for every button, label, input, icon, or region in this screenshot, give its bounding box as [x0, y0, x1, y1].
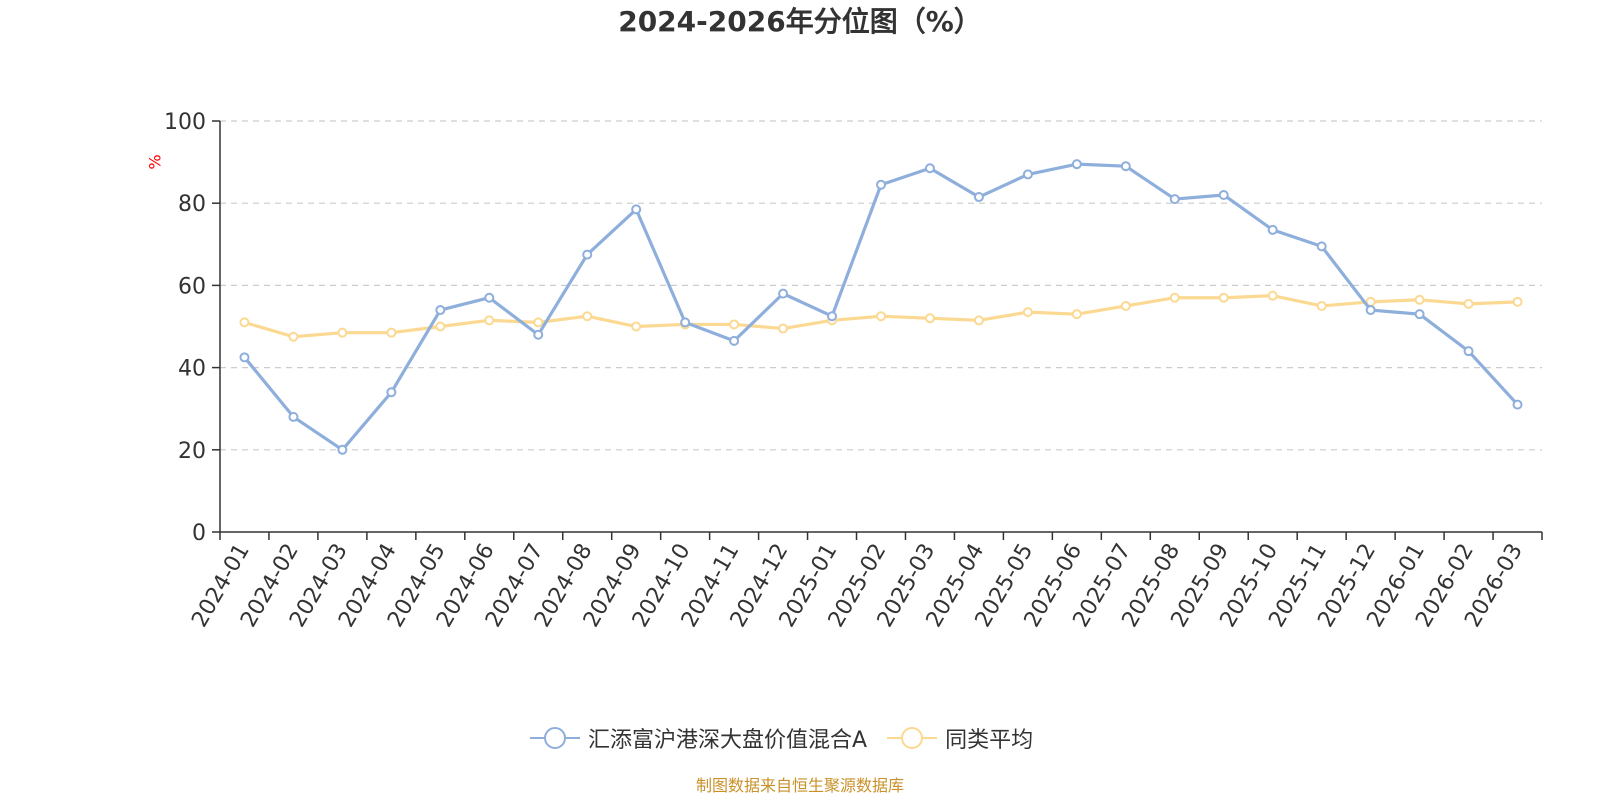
legend-item-fund[interactable]: 汇添富沪港深大盘价值混合A: [530, 722, 867, 754]
y-tick-label: 20: [178, 439, 206, 464]
legend-item-average[interactable]: 同类平均: [887, 722, 1033, 754]
data-point-series-0[interactable]: [1414, 309, 1425, 320]
data-point-series-0[interactable]: [533, 329, 544, 340]
data-point-series-0[interactable]: [1512, 399, 1523, 410]
data-point-series-0[interactable]: [582, 249, 593, 260]
data-point-series-1[interactable]: [1267, 290, 1278, 301]
data-point-series-1[interactable]: [924, 313, 935, 324]
data-point-series-0[interactable]: [1120, 161, 1131, 172]
legend: 汇添富沪港深大盘价值混合A 同类平均: [530, 722, 1053, 754]
data-point-series-0[interactable]: [1218, 189, 1229, 200]
data-point-series-0[interactable]: [435, 305, 446, 316]
data-point-series-1[interactable]: [1071, 309, 1082, 320]
data-point-series-0[interactable]: [680, 317, 691, 328]
y-axis-label: %: [146, 154, 165, 169]
chart-title: 2024-2026年分位图（%）: [618, 5, 982, 38]
data-point-series-0[interactable]: [1267, 224, 1278, 235]
legend-fund-label: 汇添富沪港深大盘价值混合A: [588, 728, 868, 753]
data-point-series-1[interactable]: [288, 331, 299, 342]
y-tick-label: 80: [178, 192, 206, 217]
data-point-series-1[interactable]: [1022, 307, 1033, 318]
y-tick-label: 100: [164, 110, 206, 135]
data-point-series-0[interactable]: [1463, 346, 1474, 357]
grid-lines: [220, 120, 1542, 451]
data-point-series-1[interactable]: [778, 323, 789, 334]
data-point-series-0[interactable]: [631, 204, 642, 215]
data-point-series-1[interactable]: [1512, 296, 1523, 307]
data-point-series-0[interactable]: [876, 179, 886, 190]
legend-fund-symbol-icon: [530, 727, 580, 749]
y-tick-label: 60: [178, 274, 206, 299]
source-note: 制图数据来自恒生聚源数据库: [695, 776, 904, 795]
data-point-series-1[interactable]: [1169, 292, 1180, 303]
axes: % 0204060801002024-012024-022024-032024-…: [146, 110, 1543, 632]
data-point-series-0[interactable]: [778, 288, 789, 299]
legend-average-symbol-icon: [887, 727, 938, 749]
series-lines: [239, 159, 1523, 455]
data-point-series-1[interactable]: [582, 311, 593, 322]
data-point-series-0[interactable]: [1316, 241, 1327, 252]
data-point-series-1[interactable]: [1218, 292, 1229, 303]
data-point-series-1[interactable]: [337, 327, 348, 338]
data-point-series-0[interactable]: [239, 352, 250, 363]
data-point-series-0[interactable]: [1169, 194, 1180, 205]
data-point-series-1[interactable]: [973, 315, 984, 326]
data-point-series-1[interactable]: [435, 321, 446, 332]
data-point-series-0[interactable]: [973, 192, 984, 203]
data-point-series-1[interactable]: [1316, 300, 1327, 311]
y-tick-label: 40: [178, 357, 206, 382]
data-point-series-0[interactable]: [924, 163, 935, 174]
data-point-series-0[interactable]: [827, 311, 838, 322]
data-point-series-1[interactable]: [729, 319, 740, 330]
data-point-series-0[interactable]: [729, 335, 740, 346]
data-point-series-1[interactable]: [631, 321, 642, 332]
data-point-series-0[interactable]: [1071, 159, 1082, 170]
data-point-series-0[interactable]: [337, 444, 348, 455]
data-point-series-1[interactable]: [1120, 300, 1131, 311]
legend-average-label: 同类平均: [945, 728, 1034, 753]
data-point-series-0[interactable]: [288, 411, 299, 422]
data-point-series-1[interactable]: [1414, 294, 1425, 305]
data-point-series-0[interactable]: [386, 387, 397, 398]
data-point-series-1[interactable]: [386, 327, 397, 338]
data-point-series-0[interactable]: [484, 292, 495, 303]
data-point-series-0[interactable]: [1022, 169, 1033, 180]
data-point-series-1[interactable]: [239, 317, 250, 328]
data-point-series-1[interactable]: [484, 315, 495, 326]
data-point-series-1[interactable]: [533, 317, 544, 328]
y-tick-label: 0: [192, 521, 206, 546]
data-point-series-0[interactable]: [1365, 305, 1376, 316]
data-point-series-1[interactable]: [876, 311, 886, 322]
data-point-series-1[interactable]: [1463, 298, 1474, 309]
